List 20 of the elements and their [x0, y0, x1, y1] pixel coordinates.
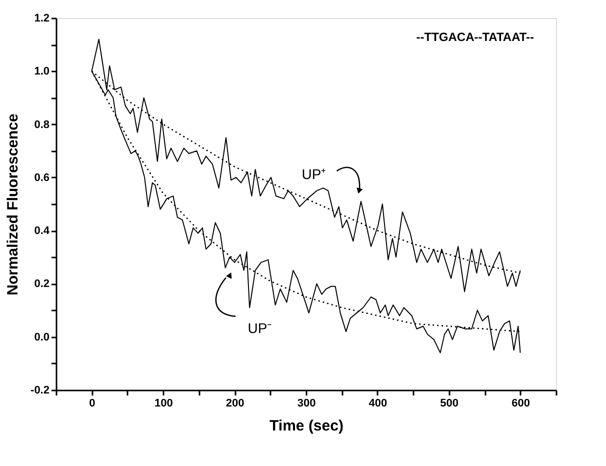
x-tick-label: 200: [226, 398, 244, 410]
x-tick-label: 400: [368, 398, 388, 410]
y-tick-label: -0.2: [30, 384, 50, 396]
x-tick-label: 0: [89, 398, 96, 410]
x-tick-label: 300: [297, 398, 316, 410]
x-axis-title: Time (sec): [270, 418, 344, 434]
x-tick-label: 500: [440, 398, 459, 410]
annotation: --TTGACA--TATAAT--: [416, 30, 534, 44]
y-axis-title: Normalized Fluorescence: [4, 114, 22, 296]
y-tick-label: 1.2: [34, 12, 50, 24]
annotation: UP⁺: [302, 166, 326, 182]
x-tick-label: 600: [512, 398, 530, 410]
annotation: UP⁻: [248, 320, 272, 336]
x-tick-label: 100: [154, 398, 173, 410]
y-tick-label: 0.6: [34, 172, 50, 184]
y-tick-label: 0.0: [34, 331, 50, 344]
y-tick-label: 0.4: [34, 225, 50, 238]
y-tick-label: 0.2: [34, 278, 50, 290]
y-tick-label: 0.8: [34, 118, 50, 131]
y-tick-label: 1.0: [34, 66, 50, 78]
